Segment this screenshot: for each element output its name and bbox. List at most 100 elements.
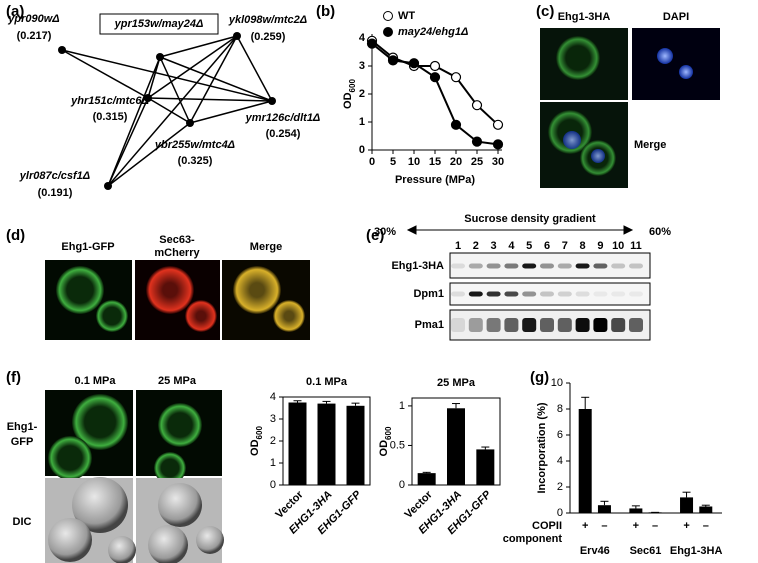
row-label: DIC bbox=[13, 516, 32, 528]
panel-label: (d) bbox=[6, 227, 25, 244]
y-tick-label: 0 bbox=[359, 144, 365, 156]
group-label: Ehg1-3HA bbox=[670, 545, 723, 557]
blot-band bbox=[557, 291, 572, 297]
x-tick-label: 10 bbox=[408, 156, 420, 168]
blot-band bbox=[540, 318, 554, 332]
bar bbox=[680, 497, 694, 513]
node bbox=[58, 46, 66, 54]
blot-band bbox=[451, 263, 465, 269]
micrographs-f bbox=[45, 390, 224, 563]
panel-label: (b) bbox=[316, 3, 335, 20]
blot-band bbox=[611, 318, 626, 332]
bar bbox=[578, 409, 592, 513]
blot-band bbox=[451, 318, 465, 332]
blot-band bbox=[575, 318, 590, 332]
data-point bbox=[471, 100, 483, 111]
error-bar bbox=[600, 500, 609, 506]
blot-band bbox=[557, 318, 572, 332]
node-name: ybr255w/mtc4Δ bbox=[154, 139, 235, 151]
x-tick-label: + bbox=[633, 520, 639, 532]
gradient-title: Sucrose density gradient bbox=[464, 213, 596, 225]
micrographs-c bbox=[540, 28, 720, 188]
y-tick-label: 8 bbox=[557, 403, 563, 415]
lane-label: 9 bbox=[597, 240, 603, 252]
blot-band bbox=[575, 263, 590, 269]
blot-band bbox=[540, 291, 554, 297]
x-tick-label: 5 bbox=[390, 156, 396, 168]
bar bbox=[346, 405, 365, 485]
error-bar bbox=[422, 471, 431, 474]
y-tick-label: 3 bbox=[270, 413, 276, 425]
blot-band bbox=[629, 263, 643, 269]
y-axis-label-sub: 600 bbox=[255, 426, 264, 440]
y-tick-label: 6 bbox=[557, 429, 563, 441]
condition-label: 0.1 MPa bbox=[75, 375, 117, 387]
y-axis-label: OD600 bbox=[249, 426, 264, 456]
channel-label: DAPI bbox=[663, 11, 689, 23]
node bbox=[186, 119, 194, 127]
node bbox=[268, 97, 276, 105]
y-axis-label: Incorporation (%) bbox=[536, 402, 548, 493]
box-label: ypr153w/may24Δ bbox=[114, 18, 204, 30]
node-name: ylr087c/csf1Δ bbox=[19, 170, 90, 182]
gradient-low: 30% bbox=[374, 226, 396, 238]
data-point bbox=[366, 38, 378, 49]
node-name: ykl098w/mtc2Δ bbox=[228, 14, 307, 26]
node-score: (0.191) bbox=[38, 187, 73, 199]
node bbox=[144, 94, 152, 102]
y-tick-label: 0.5 bbox=[390, 439, 405, 451]
blot-band bbox=[468, 291, 483, 297]
y-tick-label: 4 bbox=[270, 391, 276, 403]
blot-band bbox=[522, 318, 537, 332]
data-point bbox=[450, 119, 462, 130]
y-tick-label: 0 bbox=[270, 479, 276, 491]
data-point bbox=[429, 72, 441, 83]
y-axis-label-sub: 600 bbox=[384, 426, 393, 440]
blot-band bbox=[504, 291, 519, 297]
legend-label: WT bbox=[398, 10, 415, 22]
y-tick-label: 1 bbox=[270, 457, 276, 469]
micrographs-d bbox=[45, 260, 310, 340]
bar bbox=[417, 473, 436, 485]
panel-label: (e) bbox=[366, 227, 384, 244]
node-name: ypr090wΔ bbox=[7, 13, 59, 25]
x-tick-label: 25 bbox=[471, 156, 483, 168]
x-tick-label: 0 bbox=[369, 156, 375, 168]
panel-label: (a) bbox=[6, 3, 24, 20]
y-tick-label: 1 bbox=[399, 400, 405, 412]
column-label: Sec63- bbox=[159, 234, 195, 246]
x-axis-label: Pressure (MPa) bbox=[395, 174, 475, 186]
lane-label: 4 bbox=[508, 240, 515, 252]
x-tick-label: – bbox=[652, 520, 658, 532]
category-title: component bbox=[503, 533, 563, 545]
blot-band bbox=[593, 291, 608, 297]
data-point bbox=[492, 119, 504, 130]
blot-band bbox=[468, 263, 483, 269]
condition-label: 25 MPa bbox=[158, 375, 197, 387]
lane-label: 2 bbox=[473, 240, 479, 252]
blot-band bbox=[593, 263, 608, 269]
y-tick-label: 4 bbox=[359, 32, 366, 44]
lane-label: 5 bbox=[526, 240, 532, 252]
x-tick-label: + bbox=[683, 520, 689, 532]
blot-band bbox=[540, 263, 554, 269]
data-point bbox=[387, 55, 399, 66]
column-label: mCherry bbox=[154, 247, 200, 259]
y-tick-label: 3 bbox=[359, 60, 365, 72]
data-point bbox=[429, 60, 441, 72]
error-bar bbox=[481, 446, 490, 450]
blot-row-label: Ehg1-3HA bbox=[391, 260, 444, 272]
error-bar bbox=[701, 504, 710, 507]
node-name: yhr151c/mtc6Δ bbox=[70, 95, 149, 107]
bar bbox=[699, 506, 713, 513]
blot-band bbox=[468, 318, 483, 332]
legend-marker bbox=[383, 27, 393, 37]
legend-label: may24/ehg1Δ bbox=[398, 26, 468, 38]
lane-label: 6 bbox=[544, 240, 550, 252]
box-node bbox=[99, 13, 219, 35]
lane-label: 10 bbox=[612, 240, 624, 252]
lane-label: 8 bbox=[580, 240, 586, 252]
merge-label: Merge bbox=[634, 139, 666, 151]
x-tick-label: – bbox=[601, 520, 607, 532]
